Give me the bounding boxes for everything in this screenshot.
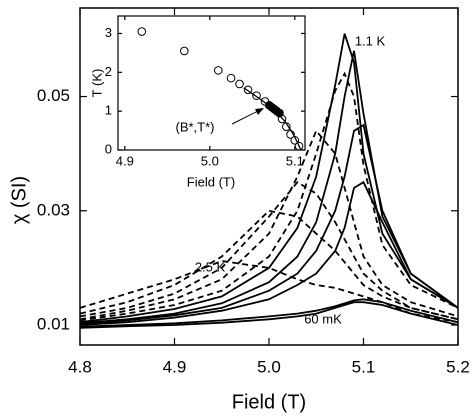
point	[235, 79, 244, 89]
x-tick-label: 5.0	[201, 153, 219, 168]
curve	[79, 260, 459, 324]
point	[275, 108, 284, 118]
curve	[79, 209, 459, 321]
x-tick-label: 5.1	[286, 153, 304, 168]
inset-y-axis-label: T (K)	[89, 69, 104, 98]
annotation: 2.5 K	[195, 259, 226, 274]
inset-frame	[117, 15, 306, 151]
point	[180, 46, 189, 56]
y-tick-label: 0.05	[37, 86, 70, 105]
annotation: 1.1 K	[355, 33, 386, 48]
curve	[79, 298, 459, 328]
arrow-head	[255, 108, 264, 115]
x-tick-label: 5.2	[446, 357, 470, 376]
curve	[79, 180, 459, 326]
curve	[79, 71, 459, 322]
annotation: (B*,T*)	[176, 119, 215, 134]
curve	[79, 129, 459, 321]
curve	[243, 87, 302, 151]
x-tick-label: 4.9	[163, 357, 187, 376]
inset-x-axis-label: Field (T)	[187, 174, 235, 189]
curve	[79, 33, 459, 324]
x-tick-label: 5.1	[352, 357, 376, 376]
curve	[79, 301, 459, 329]
y-tick-label: 0	[105, 141, 112, 156]
annotation: 60 mK	[304, 311, 342, 326]
point	[214, 66, 223, 75]
x-tick-label: 5.0	[257, 357, 281, 376]
y-tick-label: 1	[105, 103, 112, 118]
y-tick-label: 0.03	[37, 200, 70, 219]
y-axis-label: χ (SI)	[8, 176, 30, 224]
x-tick-label: 4.9	[116, 153, 134, 168]
y-tick-label: 0.01	[37, 314, 70, 333]
y-tick-label: 2	[105, 64, 112, 79]
curve	[79, 181, 459, 321]
x-tick-label: 4.8	[68, 357, 92, 376]
x-axis-label: Field (T)	[232, 391, 306, 413]
y-tick-label: 3	[105, 25, 112, 40]
point	[226, 73, 236, 83]
arrow	[231, 109, 261, 125]
point	[137, 27, 147, 36]
curve	[79, 123, 459, 325]
